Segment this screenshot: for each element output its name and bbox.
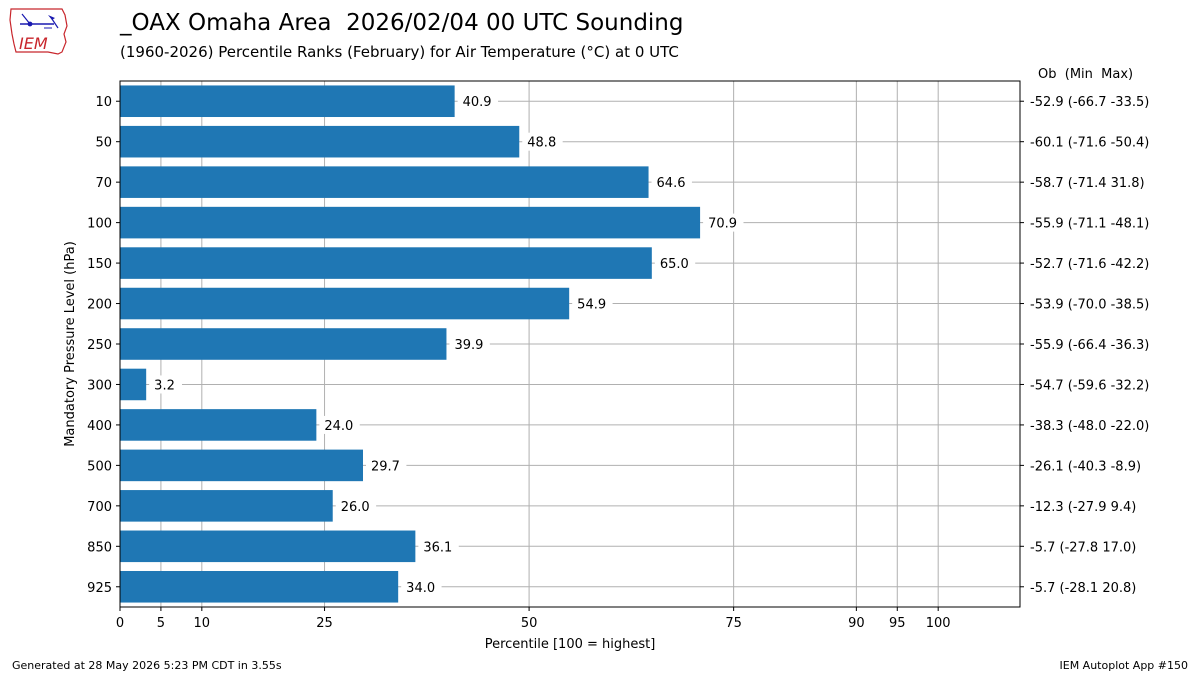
x-tick-label: 10 bbox=[194, 616, 211, 631]
y-tick-label: 150 bbox=[87, 257, 112, 272]
ob-min-max-label: -54.7 (-59.6 -32.2) bbox=[1030, 378, 1149, 393]
bar bbox=[120, 206, 701, 239]
x-tick-label: 75 bbox=[725, 616, 742, 631]
value-label: 54.9 bbox=[577, 298, 606, 313]
value-label-bg bbox=[418, 537, 459, 556]
ob-min-max-label: -52.7 (-71.6 -42.2) bbox=[1030, 257, 1149, 272]
ob-min-max-label: -53.9 (-70.0 -38.5) bbox=[1030, 298, 1149, 313]
value-label-bg bbox=[572, 294, 613, 313]
x-tick-label: 5 bbox=[157, 616, 165, 631]
value-label-bg bbox=[703, 213, 744, 232]
ob-min-max-header: Ob (Min Max) bbox=[1038, 67, 1134, 82]
ob-min-max-label: -38.3 (-48.0 -22.0) bbox=[1030, 419, 1149, 434]
y-tick-label: 925 bbox=[87, 581, 112, 596]
bar bbox=[120, 85, 455, 118]
value-label-bg bbox=[449, 335, 490, 353]
x-axis-label: Percentile [100 = highest] bbox=[485, 637, 656, 652]
value-label: 40.9 bbox=[463, 95, 492, 110]
value-label-bg bbox=[335, 496, 377, 515]
value-label: 48.8 bbox=[527, 136, 556, 151]
bar bbox=[120, 368, 147, 401]
value-label: 24.0 bbox=[324, 419, 353, 434]
x-tick-label: 100 bbox=[926, 616, 951, 631]
y-tick-label: 500 bbox=[87, 459, 112, 474]
y-tick-label: 700 bbox=[87, 500, 112, 515]
app-credit: IEM Autoplot App #150 bbox=[1059, 659, 1189, 672]
value-label-bg bbox=[319, 415, 360, 434]
y-tick-label: 10 bbox=[95, 95, 112, 110]
value-label-bg bbox=[457, 92, 499, 111]
bar bbox=[120, 449, 363, 482]
iem-logo: IEM bbox=[8, 6, 70, 62]
value-label: 29.7 bbox=[371, 459, 400, 474]
x-tick-label: 50 bbox=[521, 616, 538, 631]
value-label-bg bbox=[401, 577, 442, 596]
ob-min-max-label: -55.9 (-71.1 -48.1) bbox=[1030, 217, 1149, 232]
chart-subtitle: (1960-2026) Percentile Ranks (February) … bbox=[120, 43, 679, 61]
bar bbox=[120, 247, 652, 279]
ob-min-max-label: -55.9 (-66.4 -36.3) bbox=[1030, 338, 1149, 353]
bar bbox=[120, 530, 416, 563]
value-label-bg bbox=[522, 132, 563, 151]
value-label: 3.2 bbox=[154, 378, 175, 393]
value-label-bg bbox=[366, 456, 407, 475]
y-tick-label: 100 bbox=[87, 217, 112, 232]
ob-min-max-label: -5.7 (-27.8 17.0) bbox=[1030, 540, 1136, 555]
ob-min-max-label: -12.3 (-27.9 9.4) bbox=[1030, 500, 1136, 515]
y-tick-label: 400 bbox=[87, 419, 112, 434]
ob-min-max-label: -26.1 (-40.3 -8.9) bbox=[1030, 459, 1141, 474]
bar bbox=[120, 287, 570, 320]
value-label: 65.0 bbox=[660, 257, 689, 272]
ob-min-max-label: -5.7 (-28.1 20.8) bbox=[1030, 581, 1136, 596]
y-tick-label: 50 bbox=[95, 136, 112, 151]
x-tick-label: 90 bbox=[848, 616, 865, 631]
generated-timestamp: Generated at 28 May 2026 5:23 PM CDT in … bbox=[12, 659, 282, 672]
bar bbox=[120, 166, 649, 198]
y-axis-label: Mandatory Pressure Level (hPa) bbox=[63, 241, 78, 447]
bar bbox=[120, 125, 520, 158]
value-label: 26.0 bbox=[341, 500, 370, 515]
ob-min-max-label: -60.1 (-71.6 -50.4) bbox=[1030, 136, 1149, 151]
value-label-bg bbox=[149, 375, 182, 394]
x-tick-label: 25 bbox=[316, 616, 333, 631]
value-label-bg bbox=[654, 254, 696, 273]
bar bbox=[120, 570, 399, 603]
x-tick-label: 0 bbox=[116, 616, 124, 631]
y-tick-label: 250 bbox=[87, 338, 112, 353]
value-label-bg bbox=[651, 173, 692, 192]
y-tick-label: 300 bbox=[87, 378, 112, 393]
value-label: 36.1 bbox=[423, 540, 452, 555]
y-tick-label: 70 bbox=[95, 176, 112, 191]
value-label: 64.6 bbox=[657, 176, 686, 191]
value-label: 39.9 bbox=[454, 338, 483, 353]
bar bbox=[120, 328, 447, 360]
x-tick-label: 95 bbox=[889, 616, 906, 631]
y-tick-label: 200 bbox=[87, 298, 112, 313]
bar bbox=[120, 490, 333, 522]
value-label: 70.9 bbox=[708, 217, 737, 232]
svg-text:IEM: IEM bbox=[19, 34, 48, 53]
y-tick-label: 850 bbox=[87, 540, 112, 555]
ob-min-max-label: -52.9 (-66.7 -33.5) bbox=[1030, 95, 1149, 110]
value-label: 34.0 bbox=[406, 581, 435, 596]
chart-title: _OAX Omaha Area 2026/02/04 00 UTC Soundi… bbox=[120, 10, 684, 36]
ob-min-max-label: -58.7 (-71.4 31.8) bbox=[1030, 176, 1145, 191]
bar bbox=[120, 409, 317, 441]
